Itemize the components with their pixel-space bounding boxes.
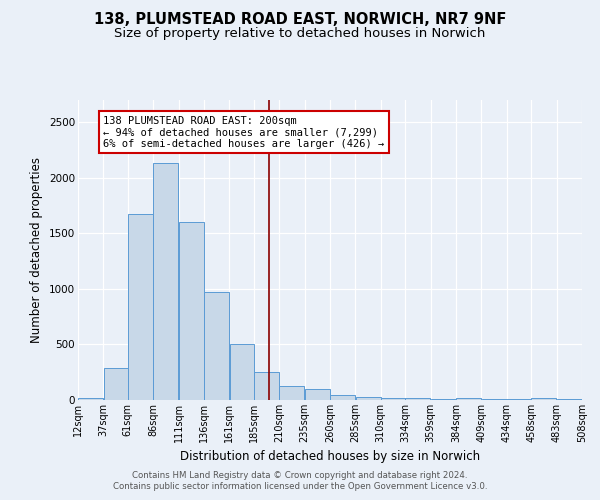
Y-axis label: Number of detached properties: Number of detached properties <box>31 157 43 343</box>
Bar <box>406 398 430 400</box>
Bar <box>254 372 279 400</box>
Bar <box>381 398 405 400</box>
Text: Contains HM Land Registry data © Crown copyright and database right 2024.: Contains HM Land Registry data © Crown c… <box>132 471 468 480</box>
Bar <box>78 398 103 400</box>
Text: Size of property relative to detached houses in Norwich: Size of property relative to detached ho… <box>115 28 485 40</box>
Bar <box>128 214 153 400</box>
Bar <box>330 395 355 400</box>
Bar <box>230 344 254 400</box>
Bar <box>356 397 380 400</box>
Text: 138, PLUMSTEAD ROAD EAST, NORWICH, NR7 9NF: 138, PLUMSTEAD ROAD EAST, NORWICH, NR7 9… <box>94 12 506 28</box>
Bar <box>154 164 178 400</box>
Bar <box>204 292 229 400</box>
Bar <box>104 368 128 400</box>
X-axis label: Distribution of detached houses by size in Norwich: Distribution of detached houses by size … <box>180 450 480 464</box>
Text: 138 PLUMSTEAD ROAD EAST: 200sqm
← 94% of detached houses are smaller (7,299)
6% : 138 PLUMSTEAD ROAD EAST: 200sqm ← 94% of… <box>103 116 385 149</box>
Text: Contains public sector information licensed under the Open Government Licence v3: Contains public sector information licen… <box>113 482 487 491</box>
Bar <box>456 398 481 400</box>
Bar <box>280 386 304 400</box>
Bar <box>532 398 556 400</box>
Bar <box>179 222 204 400</box>
Bar <box>305 389 330 400</box>
